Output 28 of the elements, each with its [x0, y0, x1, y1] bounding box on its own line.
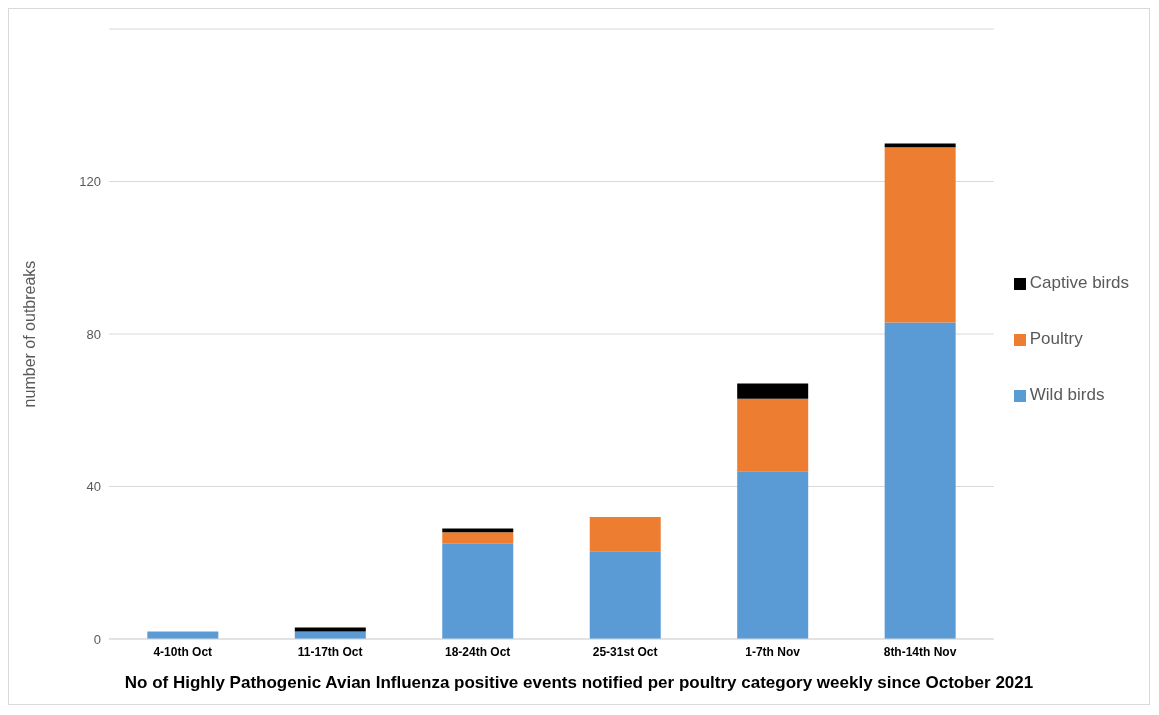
bar: [442, 532, 514, 544]
legend-label: Wild birds: [1029, 385, 1105, 404]
bar: [589, 551, 661, 639]
y-axis-title: number of outbreaks: [20, 260, 38, 408]
x-tick-label: 18-24th Oct: [444, 644, 511, 659]
bar: [884, 143, 956, 148]
bar: [884, 322, 956, 639]
bar: [737, 471, 809, 639]
x-tick-label: 1-7th Nov: [745, 644, 801, 659]
y-tick-label: 40: [86, 479, 101, 495]
legend-label: Poultry: [1029, 329, 1083, 348]
bar: [442, 543, 514, 639]
y-tick-label: 120: [79, 174, 101, 190]
bar: [147, 631, 219, 639]
x-tick-label: 11-17th Oct: [297, 644, 363, 659]
bar: [294, 631, 366, 639]
x-tick-label: 25-31st Oct: [592, 644, 658, 659]
bar: [737, 398, 809, 472]
x-tick-label: 4-10th Oct: [153, 644, 213, 659]
bar: [442, 528, 514, 533]
text: No of Highly Pathogenic Avian Influenza positive events notified per poultry category weekly since October 2021: [123, 673, 1035, 693]
legend-label: Captive birds: [1029, 273, 1129, 292]
x-tick-label: 8th-14th Nov: [883, 644, 957, 659]
y-tick-label: 0: [93, 631, 101, 647]
bar: [884, 147, 956, 323]
y-tick-label: 80: [86, 326, 101, 342]
bar: [737, 383, 809, 399]
bar: [589, 517, 661, 552]
